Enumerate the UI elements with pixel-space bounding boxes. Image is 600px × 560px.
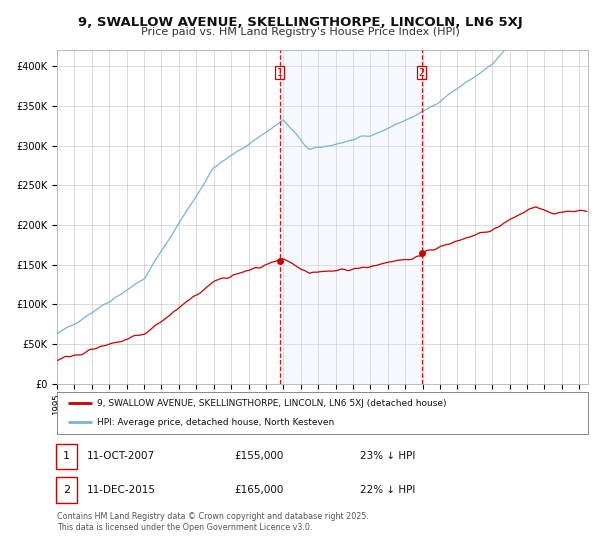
Text: £165,000: £165,000 (234, 485, 283, 495)
Text: Contains HM Land Registry data © Crown copyright and database right 2025.
This d: Contains HM Land Registry data © Crown c… (57, 512, 369, 532)
Text: £155,000: £155,000 (234, 451, 283, 461)
Text: 2: 2 (63, 485, 70, 495)
Text: 11-OCT-2007: 11-OCT-2007 (87, 451, 155, 461)
Text: 11-DEC-2015: 11-DEC-2015 (87, 485, 156, 495)
Text: 9, SWALLOW AVENUE, SKELLINGTHORPE, LINCOLN, LN6 5XJ (detached house): 9, SWALLOW AVENUE, SKELLINGTHORPE, LINCO… (97, 399, 446, 408)
Text: 9, SWALLOW AVENUE, SKELLINGTHORPE, LINCOLN, LN6 5XJ: 9, SWALLOW AVENUE, SKELLINGTHORPE, LINCO… (77, 16, 523, 29)
Bar (280, 50, 422, 384)
Text: 2: 2 (419, 68, 425, 78)
Text: 23% ↓ HPI: 23% ↓ HPI (360, 451, 415, 461)
Text: HPI: Average price, detached house, North Kesteven: HPI: Average price, detached house, Nort… (97, 418, 334, 427)
Text: Price paid vs. HM Land Registry's House Price Index (HPI): Price paid vs. HM Land Registry's House … (140, 27, 460, 37)
Text: 1: 1 (63, 451, 70, 461)
Text: 22% ↓ HPI: 22% ↓ HPI (360, 485, 415, 495)
Text: 1: 1 (277, 68, 283, 78)
